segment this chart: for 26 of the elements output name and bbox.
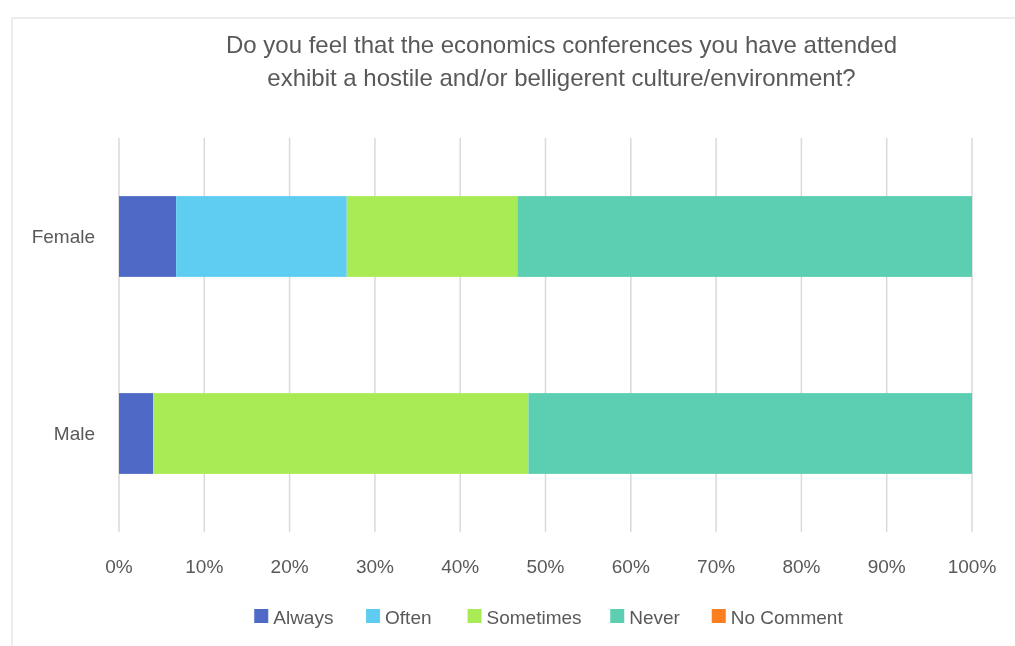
x-tick-label: 80% [782,555,821,577]
x-tick-label: 90% [867,555,906,577]
chart-title: Do you feel that the economics conferences you have attended exhibit a hostile and/or belligerent culture/environment? [225,31,898,91]
bar [346,196,518,277]
y-tick-label: Male [53,423,95,445]
legend-label: Often [385,606,432,628]
legend-label: Never [629,606,681,628]
x-tick-label: 50% [526,555,565,577]
x-tick-label: 70% [697,555,736,577]
x-tick-label: 0% [105,555,133,577]
y-tick-label: Female [31,226,95,248]
bar [119,196,177,277]
bar [176,196,347,277]
x-tick-label: 30% [355,555,395,577]
legend-label: Always [273,606,334,628]
bar [517,196,972,277]
legend-label: Sometimes [486,606,582,628]
bar [153,393,529,474]
x-tick-label: 100% [947,555,997,577]
bar [119,393,154,474]
x-tick-label: 60% [611,555,650,577]
x-tick-label: 10% [185,555,224,577]
x-tick-label: 40% [441,555,480,577]
legend-label: No Comment [730,606,844,628]
x-tick-label: 20% [270,555,309,577]
bar [528,393,972,474]
